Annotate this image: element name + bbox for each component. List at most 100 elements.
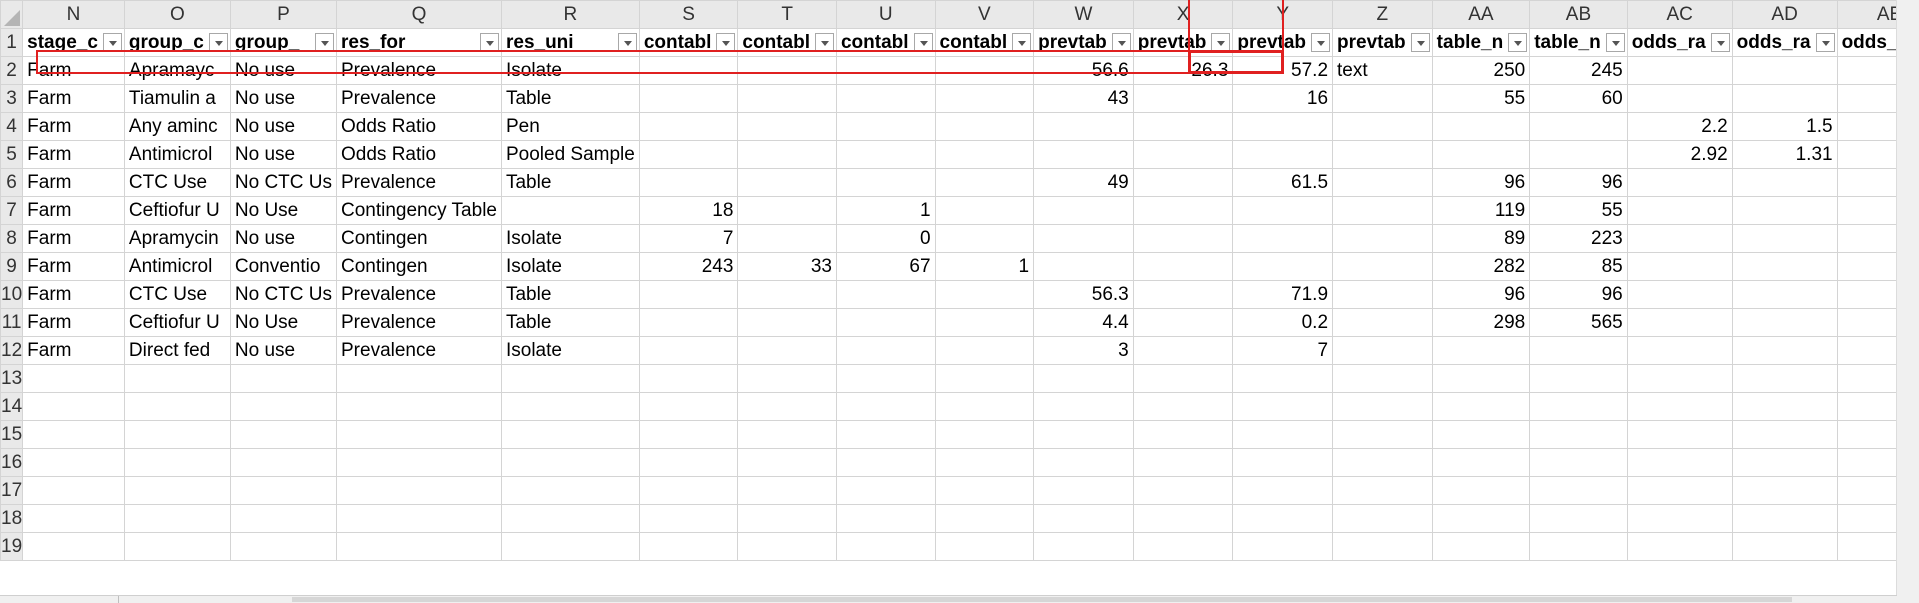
cell-Q9[interactable]: Contingen — [336, 252, 502, 281]
cell-Z7[interactable] — [1332, 196, 1433, 225]
cell-T7[interactable] — [737, 196, 837, 225]
row-header-1[interactable]: 1 — [0, 28, 24, 57]
field-header-P[interactable]: group_ — [229, 28, 338, 57]
cell-Q16[interactable] — [336, 448, 502, 477]
cell-V13[interactable] — [934, 364, 1035, 393]
field-header-U[interactable]: contabl — [835, 28, 936, 57]
cell-T12[interactable] — [737, 336, 837, 365]
cell-U4[interactable] — [835, 112, 936, 141]
filter-dropdown-icon[interactable] — [1508, 33, 1528, 52]
cell-O17[interactable] — [123, 476, 231, 505]
cell-Y17[interactable] — [1232, 476, 1334, 505]
column-header-AC[interactable]: AC — [1626, 0, 1733, 29]
cell-AA8[interactable]: 89 — [1431, 224, 1531, 253]
cell-AD7[interactable] — [1731, 196, 1838, 225]
cell-P2[interactable]: No use — [229, 56, 338, 85]
cell-AB10[interactable]: 96 — [1529, 280, 1628, 309]
cell-R17[interactable] — [500, 476, 640, 505]
cell-S9[interactable]: 243 — [638, 252, 739, 281]
cell-W2[interactable]: 56.6 — [1033, 56, 1134, 85]
cell-P17[interactable] — [229, 476, 338, 505]
field-header-V[interactable]: contabl — [934, 28, 1035, 57]
row-header-9[interactable]: 9 — [0, 252, 24, 281]
cell-W6[interactable]: 49 — [1033, 168, 1134, 197]
cell-AA18[interactable] — [1431, 504, 1531, 533]
cell-AB8[interactable]: 223 — [1529, 224, 1628, 253]
cell-O18[interactable] — [123, 504, 231, 533]
cell-U2[interactable] — [835, 56, 936, 85]
filter-dropdown-icon[interactable] — [617, 33, 637, 52]
cell-X19[interactable] — [1132, 532, 1234, 561]
cell-U15[interactable] — [835, 420, 936, 449]
cell-V7[interactable] — [934, 196, 1035, 225]
cell-AA2[interactable]: 250 — [1431, 56, 1531, 85]
cell-S7[interactable]: 18 — [638, 196, 739, 225]
cell-Z6[interactable] — [1332, 168, 1433, 197]
cell-X8[interactable] — [1132, 224, 1234, 253]
field-header-W[interactable]: prevtab — [1033, 28, 1134, 57]
filter-dropdown-icon[interactable] — [1211, 33, 1231, 52]
cell-N13[interactable] — [22, 364, 125, 393]
cell-Q11[interactable]: Prevalence — [336, 308, 502, 337]
cell-R13[interactable] — [500, 364, 640, 393]
row-header-15[interactable]: 15 — [0, 420, 24, 449]
cell-T9[interactable]: 33 — [737, 252, 837, 281]
cell-W9[interactable] — [1033, 252, 1134, 281]
field-header-N[interactable]: stage_c — [22, 28, 125, 57]
cell-AD12[interactable] — [1731, 336, 1838, 365]
filter-dropdown-icon[interactable] — [479, 33, 499, 52]
cell-AD15[interactable] — [1731, 420, 1838, 449]
sheet-tab-strip[interactable] — [40, 596, 119, 603]
cell-W17[interactable] — [1033, 476, 1134, 505]
cell-X18[interactable] — [1132, 504, 1234, 533]
cell-AC5[interactable]: 2.92 — [1626, 140, 1733, 169]
cell-X15[interactable] — [1132, 420, 1234, 449]
cell-T16[interactable] — [737, 448, 837, 477]
cell-AA14[interactable] — [1431, 392, 1531, 421]
cell-Y9[interactable] — [1232, 252, 1334, 281]
cell-R15[interactable] — [500, 420, 640, 449]
row-header-17[interactable]: 17 — [0, 476, 24, 505]
cell-AA10[interactable]: 96 — [1431, 280, 1531, 309]
cell-AC8[interactable] — [1626, 224, 1733, 253]
cell-T18[interactable] — [737, 504, 837, 533]
vertical-scrollbar[interactable] — [1896, 0, 1919, 603]
cell-T5[interactable] — [737, 140, 837, 169]
cell-U17[interactable] — [835, 476, 936, 505]
cell-T11[interactable] — [737, 308, 837, 337]
cell-AD8[interactable] — [1731, 224, 1838, 253]
field-header-AB[interactable]: table_n — [1529, 28, 1628, 57]
column-header-X[interactable]: X — [1132, 0, 1234, 29]
column-header-Y[interactable]: Y — [1232, 0, 1334, 29]
cell-W13[interactable] — [1033, 364, 1134, 393]
cell-AD10[interactable] — [1731, 280, 1838, 309]
filter-dropdown-icon[interactable] — [913, 33, 933, 52]
cell-AC6[interactable] — [1626, 168, 1733, 197]
cell-Z8[interactable] — [1332, 224, 1433, 253]
cell-AA16[interactable] — [1431, 448, 1531, 477]
cell-Z13[interactable] — [1332, 364, 1433, 393]
filter-dropdown-icon[interactable] — [1605, 33, 1625, 52]
cell-Q19[interactable] — [336, 532, 502, 561]
cell-U12[interactable] — [835, 336, 936, 365]
row-header-5[interactable]: 5 — [0, 140, 24, 169]
cell-N6[interactable]: Farm — [22, 168, 125, 197]
cell-AA19[interactable] — [1431, 532, 1531, 561]
cell-AD16[interactable] — [1731, 448, 1838, 477]
cell-AD6[interactable] — [1731, 168, 1838, 197]
cell-R11[interactable]: Table — [500, 308, 640, 337]
cell-X4[interactable] — [1132, 112, 1234, 141]
cell-W4[interactable] — [1033, 112, 1134, 141]
cell-AB4[interactable] — [1529, 112, 1628, 141]
cell-V9[interactable]: 1 — [934, 252, 1035, 281]
cell-AC13[interactable] — [1626, 364, 1733, 393]
cell-U9[interactable]: 67 — [835, 252, 936, 281]
cell-AB6[interactable]: 96 — [1529, 168, 1628, 197]
cell-O11[interactable]: Ceftiofur U — [123, 308, 231, 337]
cell-W11[interactable]: 4.4 — [1033, 308, 1134, 337]
cell-AC2[interactable] — [1626, 56, 1733, 85]
cell-P18[interactable] — [229, 504, 338, 533]
cell-R2[interactable]: Isolate — [500, 56, 640, 85]
cell-N17[interactable] — [22, 476, 125, 505]
cell-S19[interactable] — [638, 532, 739, 561]
